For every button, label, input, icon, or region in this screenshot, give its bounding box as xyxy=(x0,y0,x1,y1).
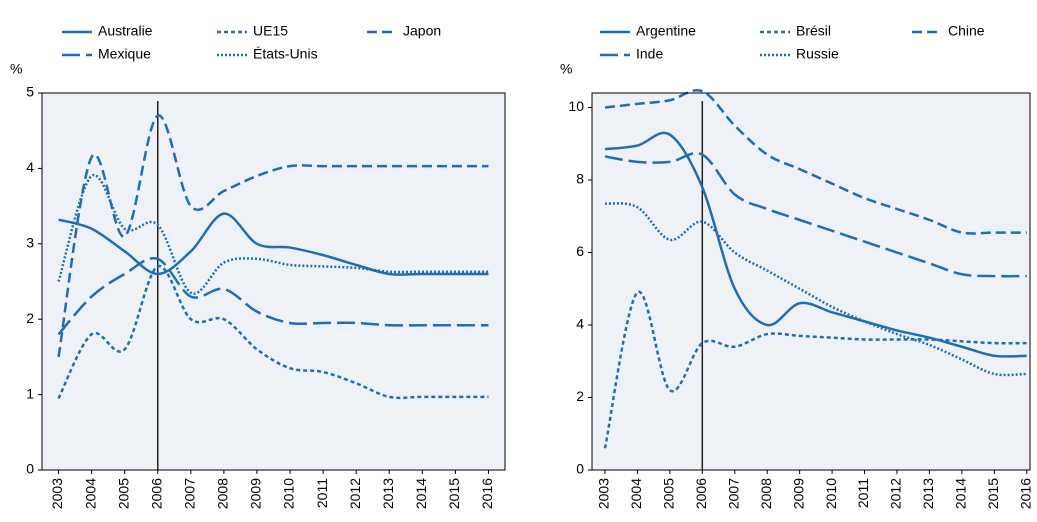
legend-label: Mexique xyxy=(98,46,151,62)
x-tick-label: 2004 xyxy=(82,478,98,509)
x-tick-label: 2006 xyxy=(148,478,164,509)
series-line xyxy=(604,202,1027,377)
plot-frame xyxy=(41,92,506,471)
series-line xyxy=(58,212,489,276)
x-tick-label: 2003 xyxy=(596,478,612,509)
x-tick-label: 2008 xyxy=(758,478,774,509)
x-tick-label: 2007 xyxy=(182,478,198,509)
series-line xyxy=(57,256,489,336)
y-tick-label: 8 xyxy=(576,171,584,187)
x-tick-label: 2014 xyxy=(413,478,429,509)
plot-area xyxy=(42,93,505,470)
y-tick-label: 2 xyxy=(26,310,34,326)
x-tick-label: 2013 xyxy=(380,478,396,509)
y-tick-label: 0 xyxy=(576,461,584,477)
series-line xyxy=(604,89,1027,235)
series-line xyxy=(57,173,489,295)
y-tick-label: 1 xyxy=(26,385,34,401)
plot-frame xyxy=(591,92,1031,471)
y-tick-label: 4 xyxy=(26,159,34,175)
x-tick-label: 2006 xyxy=(693,478,709,509)
y-tick-label: 2 xyxy=(576,388,584,404)
x-tick-label: 2016 xyxy=(1017,478,1033,509)
x-tick-label: 2012 xyxy=(347,478,363,509)
legend-label: États-Unis xyxy=(253,46,318,62)
x-tick-label: 2013 xyxy=(920,478,936,509)
legend-label: Brésil xyxy=(796,23,831,39)
legend-label: Russie xyxy=(796,46,839,62)
x-tick-label: 2009 xyxy=(790,478,806,509)
x-tick-label: 2011 xyxy=(855,478,871,508)
legend-label: Argentine xyxy=(636,23,696,39)
x-tick-label: 2011 xyxy=(314,478,330,508)
series-line xyxy=(603,290,1027,449)
y-tick-label: 4 xyxy=(576,316,584,332)
x-tick-label: 2015 xyxy=(446,478,462,509)
legend-label: Inde xyxy=(636,46,663,62)
y-tick-label: 5 xyxy=(26,84,34,100)
x-tick-label: 2014 xyxy=(953,478,969,509)
x-tick-label: 2003 xyxy=(49,478,65,509)
y-tick-label: 10 xyxy=(568,98,584,114)
series-line xyxy=(604,131,1027,358)
legend-label: Japon xyxy=(403,23,441,39)
legend-label: UE15 xyxy=(253,23,288,39)
y-tick-label: 3 xyxy=(26,235,34,251)
x-tick-label: 2008 xyxy=(215,478,231,509)
series-line xyxy=(57,265,489,400)
legend-label: Chine xyxy=(948,23,985,39)
x-tick-label: 2015 xyxy=(985,478,1001,509)
x-tick-label: 2005 xyxy=(115,478,131,509)
y-tick-label: 6 xyxy=(576,243,584,259)
x-tick-label: 2007 xyxy=(725,478,741,509)
y-tick-label: 0 xyxy=(26,461,34,477)
y-unit: % xyxy=(10,61,22,77)
legend-label: Australie xyxy=(98,23,153,39)
x-tick-label: 2010 xyxy=(823,478,839,509)
y-unit: % xyxy=(560,61,572,77)
x-tick-label: 2005 xyxy=(661,478,677,509)
series-line xyxy=(604,152,1027,278)
x-tick-label: 2016 xyxy=(479,478,495,509)
x-tick-label: 2004 xyxy=(628,478,644,509)
plot-area xyxy=(592,93,1030,470)
x-tick-label: 2012 xyxy=(888,478,904,509)
x-tick-label: 2010 xyxy=(281,478,297,509)
x-tick-label: 2009 xyxy=(248,478,264,509)
